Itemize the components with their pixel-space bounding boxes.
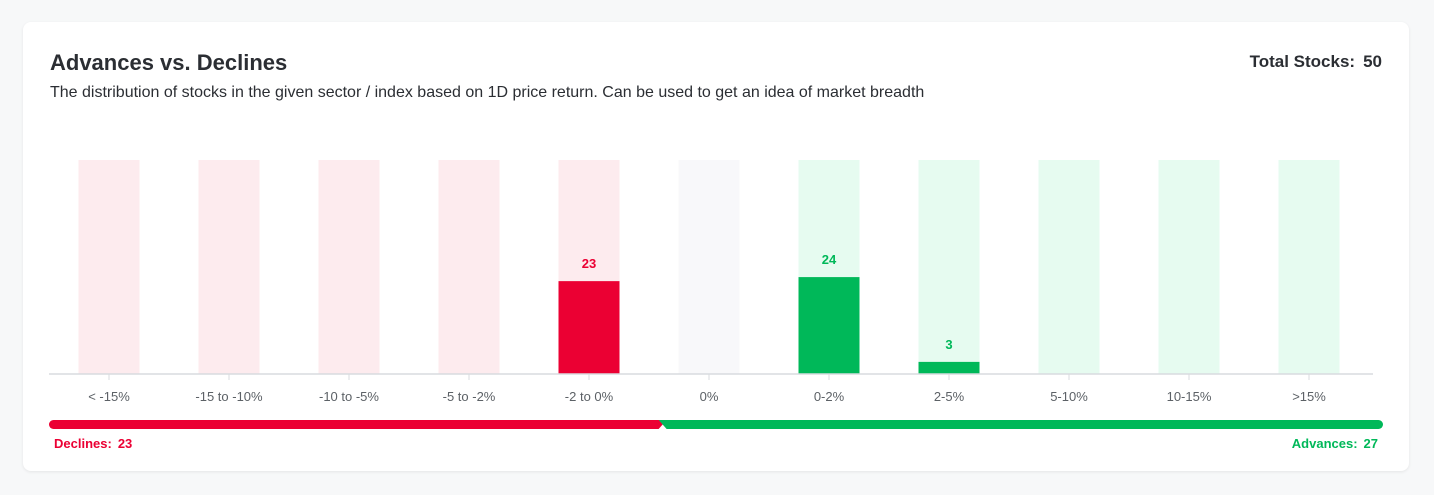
distribution-bar-chart: < -15% -15 to -10% -10 to -5% -5 to -2% 23 -2… bbox=[49, 160, 1373, 404]
x-tick-label: -10 to -5% bbox=[319, 389, 379, 404]
advances-declines-card: Advances vs. Declines The distribution o… bbox=[23, 22, 1409, 471]
advances-legend: Advances: 27 bbox=[1292, 436, 1378, 451]
declines-segment bbox=[49, 420, 667, 429]
bar-track bbox=[318, 160, 380, 374]
data-label: 24 bbox=[822, 252, 837, 267]
bar[interactable] bbox=[558, 281, 620, 374]
declines-legend: Declines: 23 bbox=[54, 436, 132, 451]
bar-track bbox=[678, 160, 740, 374]
advances-segment bbox=[658, 420, 1383, 429]
total-stocks-label: Total Stocks: bbox=[1249, 52, 1356, 71]
market-breadth-bar bbox=[49, 420, 1383, 429]
x-tick-label: < -15% bbox=[88, 389, 130, 404]
bar-track bbox=[1278, 160, 1340, 374]
declines-value: 23 bbox=[117, 436, 133, 451]
data-label: 3 bbox=[945, 337, 952, 352]
bar-track bbox=[438, 160, 500, 374]
x-tick-label: 2-5% bbox=[934, 389, 965, 404]
x-tick-label: 5-10% bbox=[1050, 389, 1088, 404]
declines-label: Declines: bbox=[54, 436, 112, 451]
total-stocks-value: 50 bbox=[1363, 52, 1382, 71]
bar[interactable] bbox=[798, 277, 860, 374]
total-stocks: Total Stocks: 50 bbox=[1250, 52, 1382, 72]
bar[interactable] bbox=[918, 361, 980, 374]
data-label: 23 bbox=[582, 256, 596, 271]
bar-track bbox=[1038, 160, 1100, 374]
x-tick-label: -5 to -2% bbox=[443, 389, 496, 404]
card-title: Advances vs. Declines bbox=[50, 50, 288, 75]
bar-track bbox=[78, 160, 140, 374]
card-subtitle: The distribution of stocks in the given … bbox=[50, 84, 925, 101]
advances-value: 27 bbox=[1363, 436, 1378, 451]
x-tick-label: >15% bbox=[1292, 389, 1326, 404]
x-tick-label: -15 to -10% bbox=[195, 389, 263, 404]
bar-track bbox=[918, 160, 980, 374]
x-tick-label: 0% bbox=[700, 389, 719, 404]
x-tick-label: -2 to 0% bbox=[565, 389, 614, 404]
bar-track bbox=[198, 160, 260, 374]
bar-track bbox=[1158, 160, 1220, 374]
x-tick-label: 10-15% bbox=[1167, 389, 1212, 404]
advances-label: Advances: bbox=[1291, 436, 1358, 451]
x-tick-label: 0-2% bbox=[814, 389, 845, 404]
